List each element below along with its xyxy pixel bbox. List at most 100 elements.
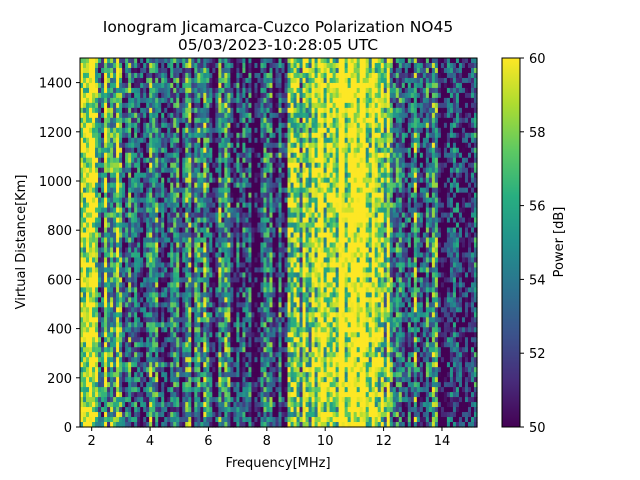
heatmap-cell: [134, 182, 138, 189]
heatmap-cell: [92, 187, 96, 194]
heatmap-cell: [152, 172, 156, 179]
heatmap-cell: [110, 387, 114, 393]
heatmap-cell: [122, 227, 126, 234]
heatmap-cell: [140, 347, 144, 353]
heatmap-cell: [83, 302, 87, 308]
heatmap-cell: [80, 252, 84, 259]
heatmap-cell: [170, 292, 174, 298]
heatmap-cell: [128, 352, 132, 358]
heatmap-cell: [101, 157, 105, 164]
heatmap-cell: [149, 317, 153, 323]
heatmap-cell: [170, 97, 174, 104]
heatmap-cell: [149, 392, 153, 398]
heatmap-cell: [119, 367, 123, 373]
heatmap-cell: [182, 227, 186, 234]
heatmap-cell: [128, 72, 132, 79]
heatmap-cell: [137, 282, 141, 288]
heatmap-cell: [113, 337, 117, 343]
heatmap-cell: [179, 342, 183, 348]
heatmap-cell: [116, 132, 120, 139]
heatmap-cell: [128, 297, 132, 303]
heatmap-cell: [155, 422, 159, 428]
heatmap-cell: [86, 192, 90, 199]
heatmap-cell: [155, 212, 159, 219]
heatmap-cell: [152, 92, 156, 99]
heatmap-cell: [149, 227, 153, 234]
heatmap-cell: [149, 402, 153, 408]
heatmap-cell: [164, 212, 168, 219]
heatmap-cell: [146, 132, 150, 139]
heatmap-cell: [113, 77, 117, 84]
heatmap-cell: [89, 122, 93, 129]
heatmap-cell: [146, 417, 150, 423]
heatmap-cell: [158, 392, 162, 398]
heatmap-cell: [131, 207, 135, 214]
heatmap-cell: [122, 107, 126, 114]
heatmap-cell: [119, 62, 123, 69]
heatmap-cell: [203, 177, 207, 184]
heatmap-cell: [128, 332, 132, 338]
heatmap-cell: [110, 162, 114, 169]
heatmap-cell: [80, 262, 84, 269]
heatmap-cell: [89, 192, 93, 199]
heatmap-cell: [197, 142, 201, 149]
heatmap-cell: [101, 137, 105, 144]
heatmap-cell: [191, 97, 195, 104]
heatmap-cell: [113, 232, 117, 239]
heatmap-cell: [173, 132, 177, 139]
heatmap-cell: [122, 162, 126, 169]
chart-subtitle: 05/03/2023-10:28:05 UTC: [178, 36, 378, 54]
heatmap-cell: [170, 307, 174, 313]
heatmap-cell: [152, 62, 156, 69]
heatmap-cell: [125, 112, 129, 119]
heatmap-cell: [122, 97, 126, 104]
heatmap-cell: [137, 102, 141, 109]
heatmap-cell: [179, 72, 183, 79]
heatmap-cell: [122, 387, 126, 393]
heatmap-cell: [137, 147, 141, 154]
heatmap-cell: [98, 292, 102, 298]
heatmap-cell: [149, 172, 153, 179]
heatmap-cell: [86, 337, 90, 343]
heatmap-cell: [95, 242, 99, 249]
heatmap-cell: [158, 97, 162, 104]
heatmap-cell: [116, 137, 120, 144]
heatmap-cell: [134, 197, 138, 204]
heatmap-cell: [212, 327, 216, 333]
heatmap-cell: [80, 327, 84, 333]
heatmap-cell: [86, 107, 90, 114]
heatmap-cell: [218, 147, 222, 154]
heatmap-cell: [107, 142, 111, 149]
heatmap-cell: [80, 58, 84, 64]
heatmap-cell: [155, 182, 159, 189]
heatmap-cell: [128, 422, 132, 428]
heatmap-cell: [200, 177, 204, 184]
heatmap-cell: [158, 282, 162, 288]
heatmap-cell: [155, 192, 159, 199]
heatmap-cell: [89, 242, 93, 249]
heatmap-cell: [128, 412, 132, 418]
heatmap-cell: [149, 212, 153, 219]
heatmap-cell: [134, 77, 138, 84]
heatmap-cell: [152, 247, 156, 254]
heatmap-cell: [182, 117, 186, 124]
heatmap-cell: [167, 132, 171, 139]
heatmap-cell: [182, 327, 186, 333]
heatmap-cell: [113, 392, 117, 398]
heatmap-cell: [170, 87, 174, 94]
heatmap-cell: [140, 367, 144, 373]
heatmap-cell: [161, 312, 165, 318]
heatmap-cell: [173, 322, 177, 328]
heatmap-cell: [119, 217, 123, 224]
heatmap-cell: [146, 207, 150, 214]
heatmap-cell: [128, 277, 132, 283]
heatmap-cell: [149, 252, 153, 259]
heatmap-cell: [224, 147, 228, 154]
heatmap-cell: [149, 387, 153, 393]
heatmap-cell: [95, 167, 99, 174]
heatmap-cell: [104, 412, 108, 418]
heatmap-cell: [212, 202, 216, 209]
heatmap-cell: [107, 77, 111, 84]
heatmap-cell: [113, 162, 117, 169]
heatmap-cell: [107, 267, 111, 274]
